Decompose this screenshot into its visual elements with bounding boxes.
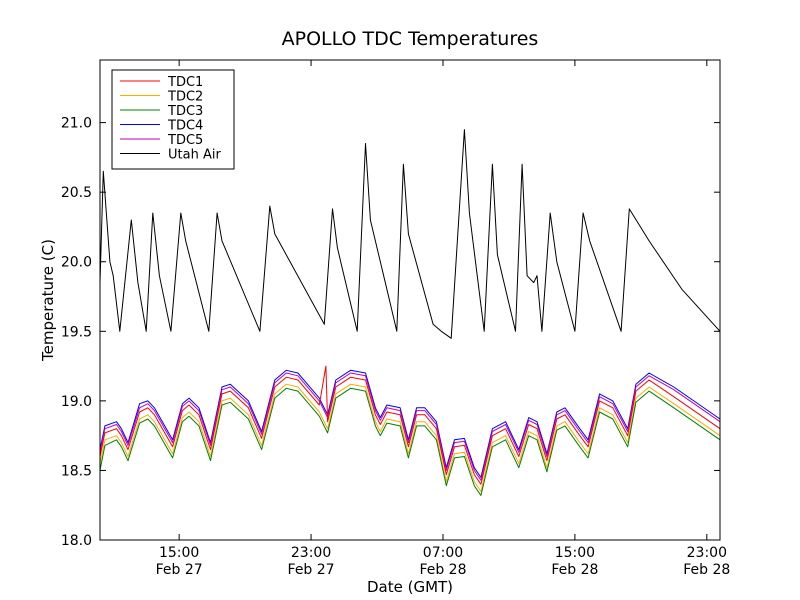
legend-label-tdc2: TDC2	[167, 90, 203, 105]
series-layer	[99, 129, 721, 496]
chart-title: APOLLO TDC Temperatures	[282, 28, 539, 50]
series-line-tdc3	[99, 387, 721, 496]
legend-label-tdc1: TDC1	[167, 75, 203, 90]
legend-label-tdc3: TDC3	[167, 104, 203, 119]
x-tick-label-date: Feb 27	[288, 562, 335, 578]
series-line-tdc2	[99, 383, 721, 492]
x-tick-label-date: Feb 27	[156, 562, 203, 578]
series-line-tdc1	[99, 365, 721, 485]
series-line-utah-air	[99, 129, 721, 339]
y-axis-label: Temperature (C)	[39, 239, 57, 362]
x-tick-label-time: 23:00	[687, 545, 727, 561]
legend-box	[111, 69, 235, 170]
y-tick-label: 18.5	[61, 463, 92, 479]
y-tick-label: 20.5	[61, 185, 92, 201]
plot-frame	[99, 59, 721, 541]
y-tick-label: 18.0	[61, 533, 92, 549]
legend-label-tdc5: TDC5	[167, 133, 203, 148]
series-line-tdc5	[99, 372, 721, 481]
x-tick-label-date: Feb 28	[551, 562, 598, 578]
y-tick-label: 21.0	[61, 116, 92, 132]
x-tick-label-time: 07:00	[423, 545, 463, 561]
x-tick-label-time: 23:00	[291, 545, 331, 561]
y-tick-label: 19.5	[61, 324, 92, 340]
x-tick-label-date: Feb 28	[419, 562, 466, 578]
x-tick-label-time: 15:00	[159, 545, 199, 561]
x-axis-label: Date (GMT)	[367, 578, 453, 596]
x-tick-label-time: 15:00	[555, 545, 595, 561]
x-tick-label-date: Feb 28	[683, 562, 730, 578]
legend-label-utah-air: Utah Air	[168, 148, 221, 163]
y-tick-label: 19.0	[61, 394, 92, 410]
legend-label-tdc4: TDC4	[167, 119, 203, 134]
series-line-tdc4	[99, 369, 721, 478]
y-tick-label: 20.0	[61, 255, 92, 271]
